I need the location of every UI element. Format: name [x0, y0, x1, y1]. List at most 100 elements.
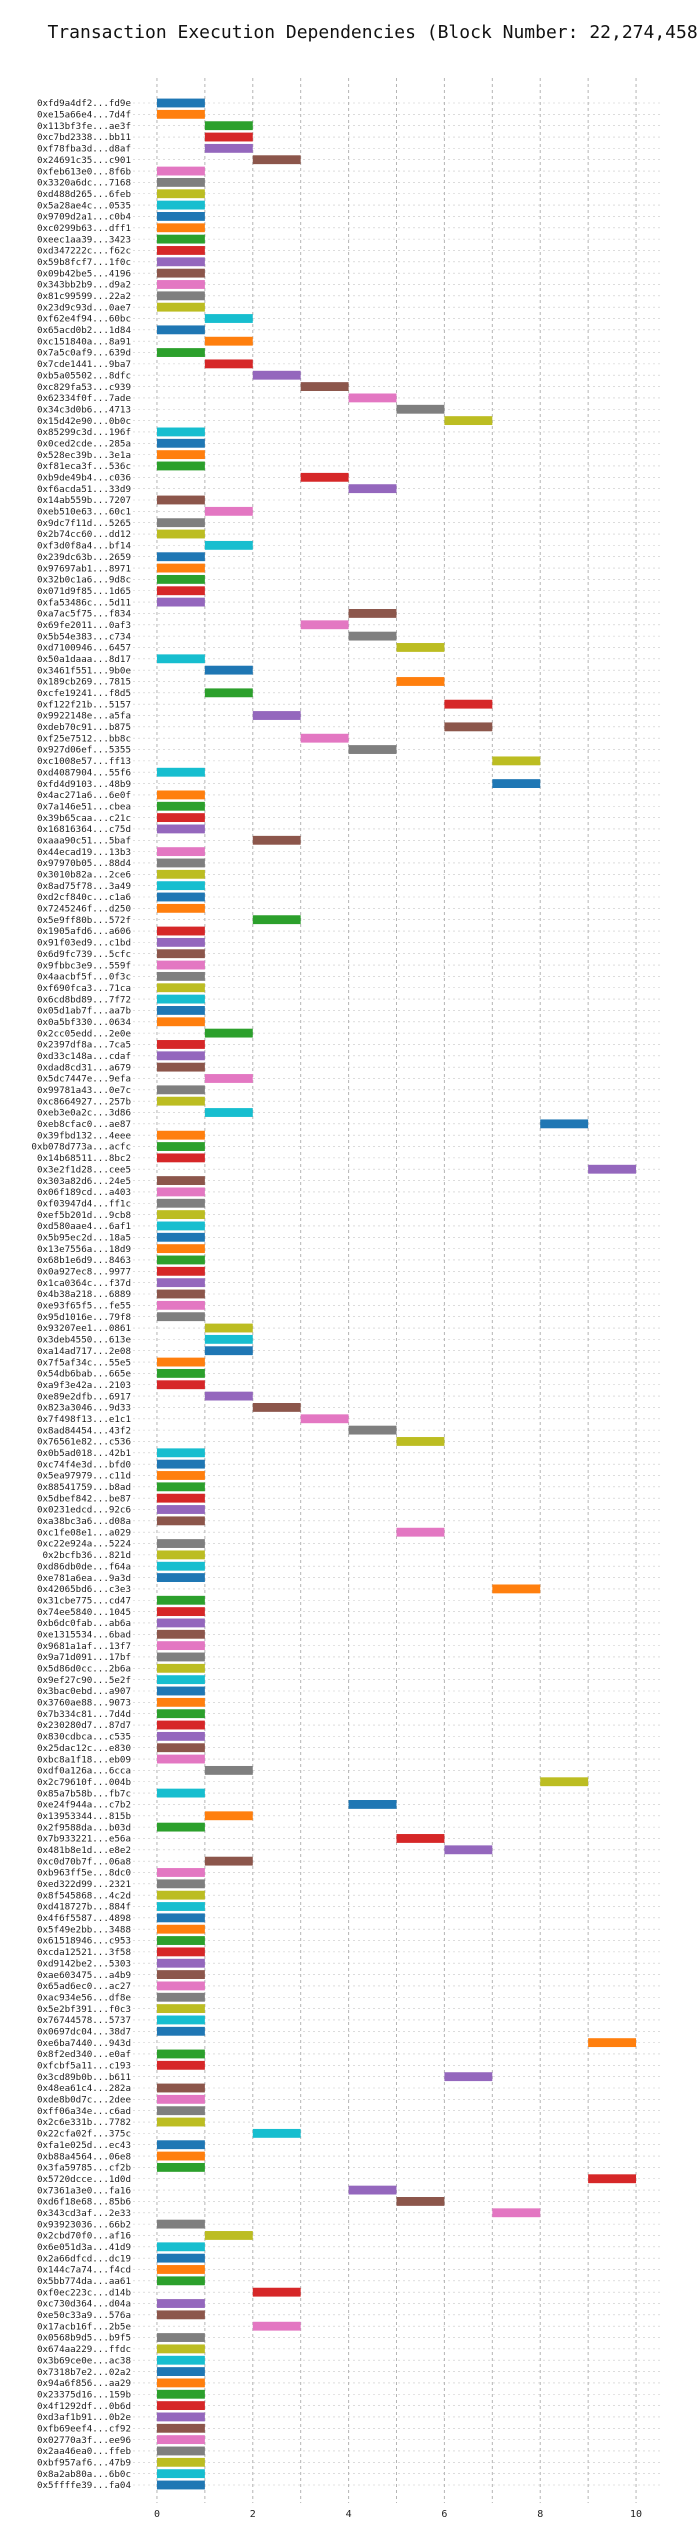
task-bar [156, 1255, 205, 1265]
task-bar [156, 1879, 205, 1889]
y-tick-label: 0x5d86d0cc...2b6a [37, 1664, 131, 1675]
task-bar [156, 2015, 205, 2025]
task-bar [156, 1573, 205, 1582]
y-tick-labels: 0xfd9a4df2...fd9e0xe15a66e4...7d4f0x113b… [31, 98, 131, 2491]
task-bar [156, 1176, 205, 1185]
y-tick-label: 0xa7ac5f75...f834 [37, 609, 132, 620]
y-tick-label: 0xf0ec223c...d14b [37, 2287, 131, 2298]
y-tick-label: 0x8f2ed340...e0af [37, 2049, 131, 2060]
task-bar [204, 2231, 253, 2240]
y-tick-label: 0xa9f3e42a...2103 [37, 1380, 131, 1391]
y-tick-label: 0x0231edcd...92c6 [37, 1505, 131, 1516]
task-bar [156, 1618, 205, 1628]
y-tick-label: 0x113bf3fe...ae3f [37, 121, 131, 132]
task-bar [156, 1040, 205, 1049]
task-bar [156, 1641, 205, 1651]
task-bar [156, 1539, 205, 1548]
task-bar [156, 1198, 205, 1208]
task-bar [348, 631, 397, 641]
y-tick-label: 0x3bac0ebd...a907 [37, 1686, 131, 1697]
y-tick-label: 0xac934e56...df8e [37, 1992, 131, 2003]
task-bar [156, 495, 205, 505]
task-bar [156, 2355, 205, 2365]
y-tick-label: 0x48ea61c4...282a [37, 2083, 131, 2094]
task-bar [156, 427, 205, 437]
x-tick-label: 8 [537, 2509, 543, 2520]
y-tick-label: 0x02770a3f...ee96 [37, 2435, 131, 2446]
task-bar [300, 620, 349, 630]
y-tick-label: 0xb6dc0fab...ab6a [37, 1618, 131, 1629]
task-bar [252, 2321, 301, 2331]
y-tick-label: 0x8ad84454...43f2 [37, 1425, 131, 1436]
y-tick-label: 0x09b42be5...4196 [37, 268, 131, 279]
task-bar [156, 348, 205, 357]
task-bar [492, 779, 541, 788]
y-tick-label: 0x2bcfb36...821d [42, 1550, 131, 1561]
y-tick-label: 0xf81eca3f...536c [37, 461, 131, 472]
task-bar [252, 835, 301, 845]
y-tick-label: 0x230280d7...87d7 [37, 1720, 131, 1731]
task-bar [300, 1414, 349, 1424]
task-bar [156, 1595, 205, 1605]
y-tick-label: 0x88541759...b8ad [37, 1482, 131, 1493]
task-bar [540, 1777, 589, 1787]
y-tick-label: 0x3b69ce0e...ac38 [37, 2355, 131, 2366]
y-tick-label: 0x8ad75f78...3a49 [37, 881, 131, 892]
y-tick-label: 0x3010b82a...2ce6 [37, 870, 131, 881]
y-tick-label: 0x7245246f...d250 [37, 904, 131, 915]
y-tick-label: 0x5e2bf391...f0c3 [37, 2004, 131, 2015]
task-bar [156, 1652, 205, 1662]
y-tick-label: 0x927d06ef...5355 [37, 745, 131, 756]
y-tick-label: 0xc151840a...8a91 [37, 336, 131, 347]
task-bar [156, 2106, 205, 2116]
task-bar [156, 2140, 205, 2150]
task-bar [252, 1403, 301, 1412]
y-tick-label: 0xc74f4e3d...bfd0 [37, 1459, 131, 1470]
task-bar [156, 994, 205, 1004]
y-tick-label: 0xfcbf5a11...c193 [37, 2061, 131, 2072]
y-tick-label: 0xd4087904...55f6 [37, 767, 131, 778]
y-tick-label: 0x0a5bf330...0634 [37, 1017, 132, 1028]
task-bar [156, 983, 205, 993]
task-bar [492, 756, 541, 766]
y-tick-label: 0x823a3046...9d33 [37, 1403, 131, 1414]
task-bar [156, 2401, 205, 2411]
y-tick-label: 0xc829fa53...c939 [37, 382, 131, 393]
y-tick-label: 0x54db6bab...665e [37, 1369, 131, 1380]
y-tick-label: 0x4aacbf5f...0f3c [37, 972, 131, 983]
task-bar [156, 960, 205, 970]
task-bar [156, 847, 205, 857]
task-bar [396, 404, 445, 414]
task-bar [156, 1709, 205, 1719]
task-bar [204, 1391, 253, 1401]
y-tick-label: 0x23d9c93d...0ae7 [37, 302, 131, 313]
y-tick-label: 0x7f498f13...e1c1 [37, 1414, 131, 1425]
task-bar [252, 2287, 301, 2297]
task-bar [156, 2344, 205, 2354]
y-tick-label: 0xc0d70b7f...06a8 [37, 1856, 131, 1867]
y-tick-label: 0x99781a43...0e7c [37, 1085, 131, 1096]
y-tick-label: 0x65ad6ec0...ac27 [37, 1981, 131, 1992]
task-bar [156, 1788, 205, 1798]
task-bar [156, 166, 205, 176]
task-bar [156, 2457, 205, 2467]
task-bar [156, 1550, 205, 1560]
task-bar [156, 1493, 205, 1503]
task-bar [156, 1663, 205, 1673]
task-bar [156, 2446, 205, 2456]
y-tick-label: 0xdad8cd31...a679 [37, 1062, 131, 1073]
y-tick-label: 0xf25e7512...bb8c [37, 733, 131, 744]
task-bar [156, 654, 205, 664]
y-tick-label: 0x74ee5840...1045 [37, 1607, 131, 1618]
task-bar [156, 597, 205, 607]
y-tick-label: 0x17acb16f...2b5e [37, 2321, 131, 2332]
y-tick-label: 0x16816364...c75d [37, 824, 131, 835]
y-tick-label: 0x9ef27c90...5e2f [37, 1675, 131, 1686]
task-bar [156, 2310, 205, 2320]
x-tick-label: 4 [346, 2509, 352, 2520]
x-tick-label: 0 [154, 2509, 160, 2520]
y-tick-label: 0xe93f65f5...fe55 [37, 1301, 131, 1312]
y-tick-label: 0x85a7b58b...fb7c [37, 1788, 131, 1799]
y-tick-label: 0xcfe19241...f8d5 [37, 688, 131, 699]
y-tick-label: 0x343bb2b9...d9a2 [37, 280, 131, 291]
